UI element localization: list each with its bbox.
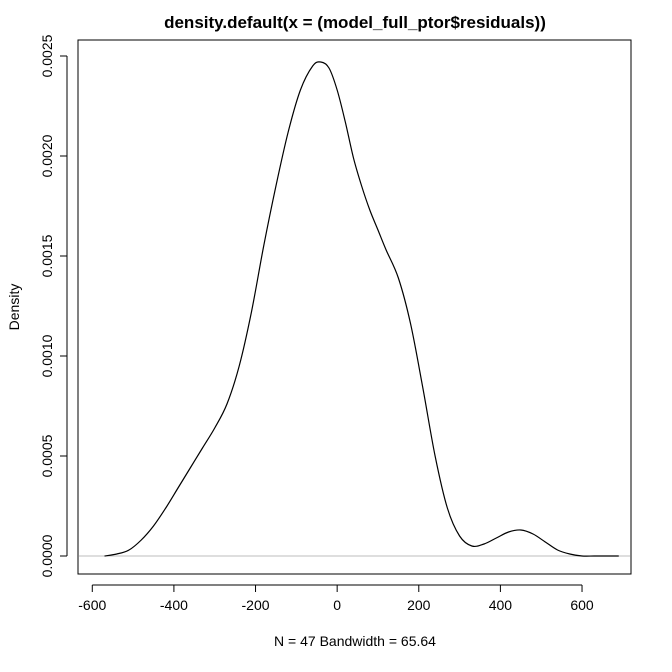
x-tick-label: 400 [489,597,513,613]
x-tick-label: 0 [333,597,341,613]
x-tick-label: 200 [407,597,431,613]
x-tick-label: -600 [78,597,106,613]
y-axis: 0.0000 0.0005 0.0010 0.0015 0.0020 0.0025 [39,34,68,577]
chart-title: density.default(x = (model_full_ptor$res… [164,13,546,32]
y-axis-label: Density [6,284,22,331]
plot-frame [77,39,632,575]
y-tick-label: 0.0025 [39,34,55,77]
x-axis-label: N = 47 Bandwidth = 65.64 [274,633,436,649]
density-curve [104,61,619,557]
y-tick-label: 0.0020 [39,134,55,177]
x-tick-label: -200 [242,597,270,613]
x-tick-label: -400 [160,597,188,613]
y-tick-label: 0.0005 [39,434,55,477]
y-tick-label: 0.0000 [39,534,55,577]
x-tick-label: 600 [570,597,594,613]
x-axis: -600 -400 -200 0 200 400 600 [78,584,594,613]
y-tick-label: 0.0015 [39,234,55,277]
y-tick-label: 0.0010 [39,334,55,377]
